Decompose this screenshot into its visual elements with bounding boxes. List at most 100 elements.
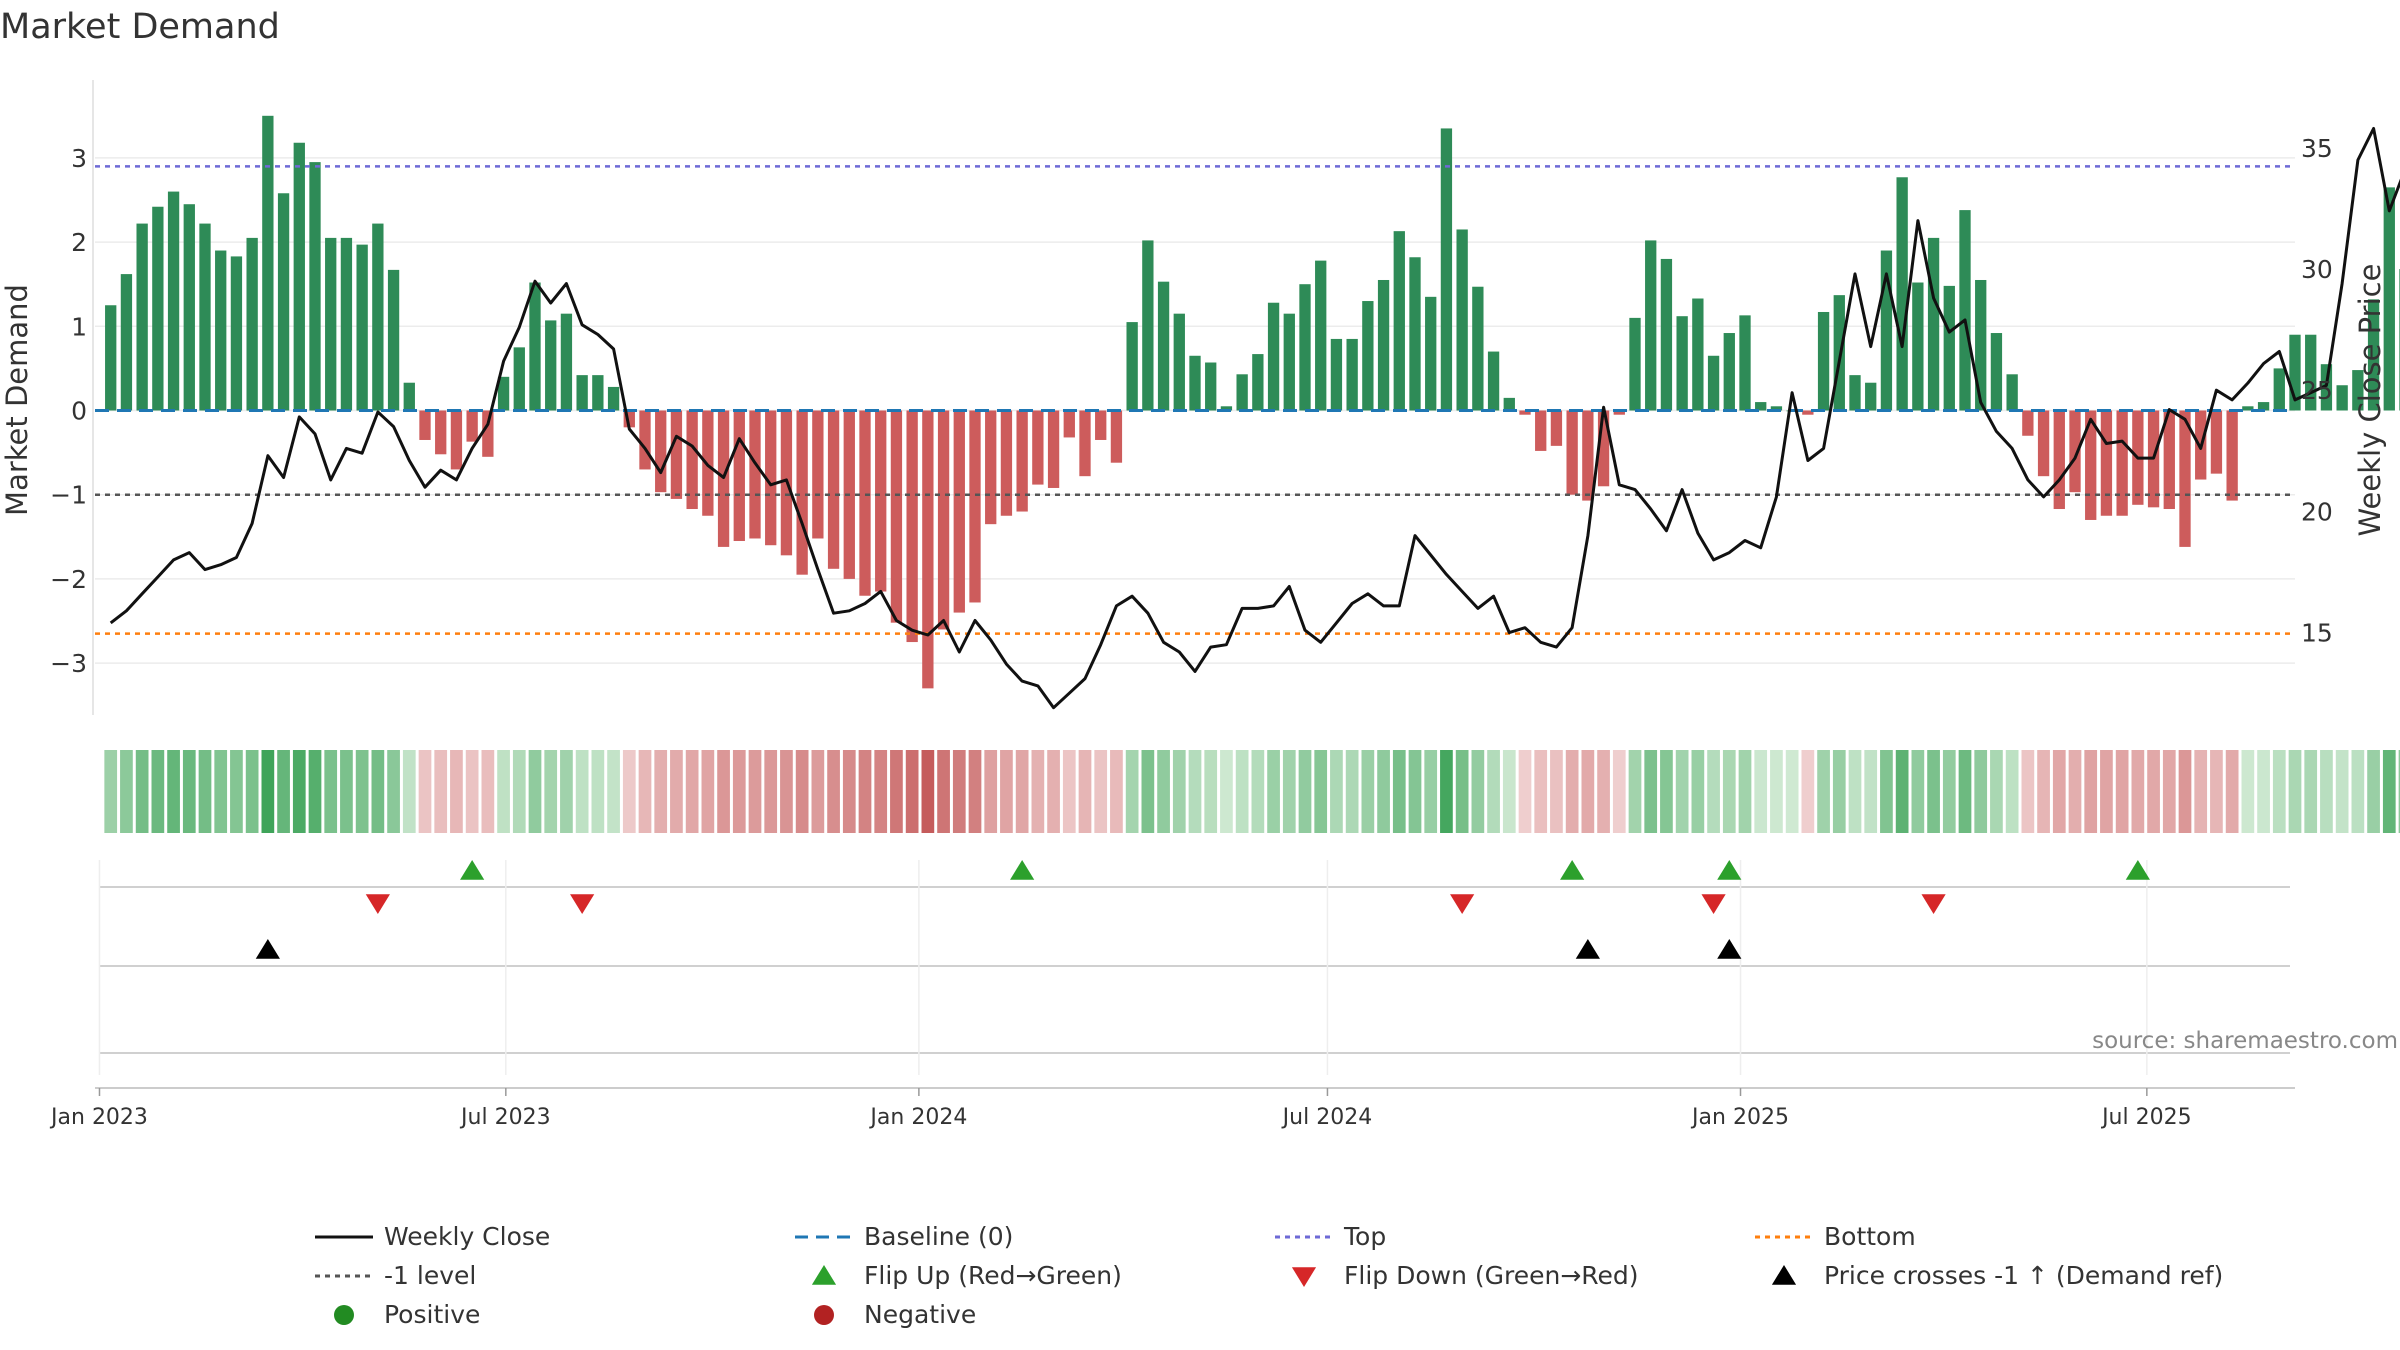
heat-cell <box>1974 750 1988 833</box>
heat-cell <box>2068 750 2082 833</box>
demand-bar <box>969 410 981 603</box>
legend-swatch <box>1771 1265 1797 1285</box>
heat-cell <box>528 750 542 833</box>
heat-cell <box>387 750 400 833</box>
flip-up-marker <box>460 860 485 880</box>
demand-bar <box>2006 374 2018 411</box>
heat-cell <box>780 750 793 833</box>
x-tick-label: Jul 2024 <box>1281 1105 1373 1130</box>
heat-cell <box>2367 750 2380 833</box>
legend-item: Flip Up (Red→Green) <box>811 1261 1122 1290</box>
demand-bar <box>623 410 635 428</box>
demand-bar <box>1629 317 1641 411</box>
heat-cell <box>1471 750 1485 833</box>
heat-cell <box>277 750 290 833</box>
y2-tick-label: 25 <box>2301 376 2333 405</box>
demand-bar <box>1142 240 1154 411</box>
legend-label: Bottom <box>1824 1222 1916 1251</box>
demand-bar <box>2352 370 2364 411</box>
heat-cell <box>1518 750 1532 833</box>
heat-cell <box>952 750 966 833</box>
demand-bar <box>639 410 651 470</box>
heat-cell <box>1990 750 2003 833</box>
chart-title: Market Demand <box>0 7 280 47</box>
demand-bar <box>2053 410 2065 510</box>
legend-item: Bottom <box>1755 1222 1916 1251</box>
heat-cell <box>1031 750 1045 833</box>
heat-cell <box>2052 750 2066 833</box>
heat-cell <box>1644 750 1658 833</box>
demand-bar <box>215 250 227 411</box>
demand-bar <box>1597 410 1610 487</box>
heat-cell <box>1141 750 1155 833</box>
demand-bar <box>2116 410 2128 516</box>
demand-bar <box>1739 315 1751 411</box>
demand-bar <box>576 375 588 411</box>
heat-cell <box>182 750 196 833</box>
heat-cell <box>1660 750 1673 833</box>
heat-cell <box>2021 750 2035 833</box>
demand-bar <box>1157 281 1170 411</box>
y2-tick-label: 30 <box>2301 255 2333 284</box>
flip-down-marker <box>365 894 390 914</box>
heat-cell <box>717 750 730 833</box>
heat-cell <box>1880 750 1893 833</box>
heat-cell <box>1000 750 1013 833</box>
demand-bar <box>246 237 258 411</box>
legend-label: Flip Down (Green→Red) <box>1344 1261 1639 1290</box>
x-tick-label: Jul 2023 <box>459 1105 551 1130</box>
y2-axis-label: Weekly Close Price <box>2353 264 2387 537</box>
heat-cell <box>2272 750 2286 833</box>
demand-bar <box>356 244 368 411</box>
demand-bar <box>1582 410 1594 501</box>
legend-item: Negative <box>814 1300 976 1329</box>
heat-cell <box>811 750 825 833</box>
demand-bar <box>1409 257 1421 411</box>
demand-bar <box>890 410 903 623</box>
legend-label: Price crosses -1 ↑ (Demand ref) <box>1824 1261 2223 1290</box>
heat-cell <box>324 750 338 833</box>
demand-bar <box>340 237 353 411</box>
legend-label: Flip Up (Red→Green) <box>864 1261 1122 1290</box>
legend-swatch <box>334 1305 354 1325</box>
heat-cell <box>2335 750 2349 833</box>
heat-cell <box>1047 750 1060 833</box>
demand-bar <box>2289 334 2301 411</box>
heat-cell <box>560 750 573 833</box>
demand-bar <box>560 313 573 411</box>
y-tick-label: 2 <box>71 228 87 257</box>
heat-cell <box>1895 750 1909 833</box>
source-note: source: sharemaestro.com <box>2092 1028 2398 1054</box>
heat-cell <box>1235 750 1249 833</box>
heat-cell <box>2178 750 2192 833</box>
demand-bar <box>1283 313 1295 411</box>
demand-bar <box>827 410 840 569</box>
heat-cell <box>1911 750 1925 833</box>
heat-cell <box>1204 750 1218 833</box>
heat-cell <box>1502 750 1516 833</box>
heat-cell <box>1487 750 1500 833</box>
legend-swatch <box>814 1305 834 1325</box>
demand-bar <box>953 410 965 613</box>
heat-cell <box>2147 750 2160 833</box>
heat-cell <box>748 750 762 833</box>
heat-cell <box>638 750 652 833</box>
heat-cell <box>2210 750 2223 833</box>
demand-bar <box>183 204 195 411</box>
legend-item: Weekly Close <box>315 1222 550 1251</box>
demand-bar <box>2226 410 2238 501</box>
demand-bar <box>1440 128 1453 411</box>
heat-cell <box>355 750 369 833</box>
heat-cell <box>575 750 589 833</box>
heat-cell <box>292 750 306 833</box>
legend-label: Positive <box>384 1300 480 1329</box>
demand-bar <box>1487 351 1500 411</box>
demand-bar <box>1362 301 1374 411</box>
heat-cell <box>2037 750 2050 833</box>
heat-cell <box>937 750 950 833</box>
heat-cell <box>1392 750 1406 833</box>
heat-cell <box>230 750 243 833</box>
demand-bar <box>1393 231 1405 411</box>
demand-bar <box>1000 410 1013 516</box>
heat-cell <box>1455 750 1469 833</box>
